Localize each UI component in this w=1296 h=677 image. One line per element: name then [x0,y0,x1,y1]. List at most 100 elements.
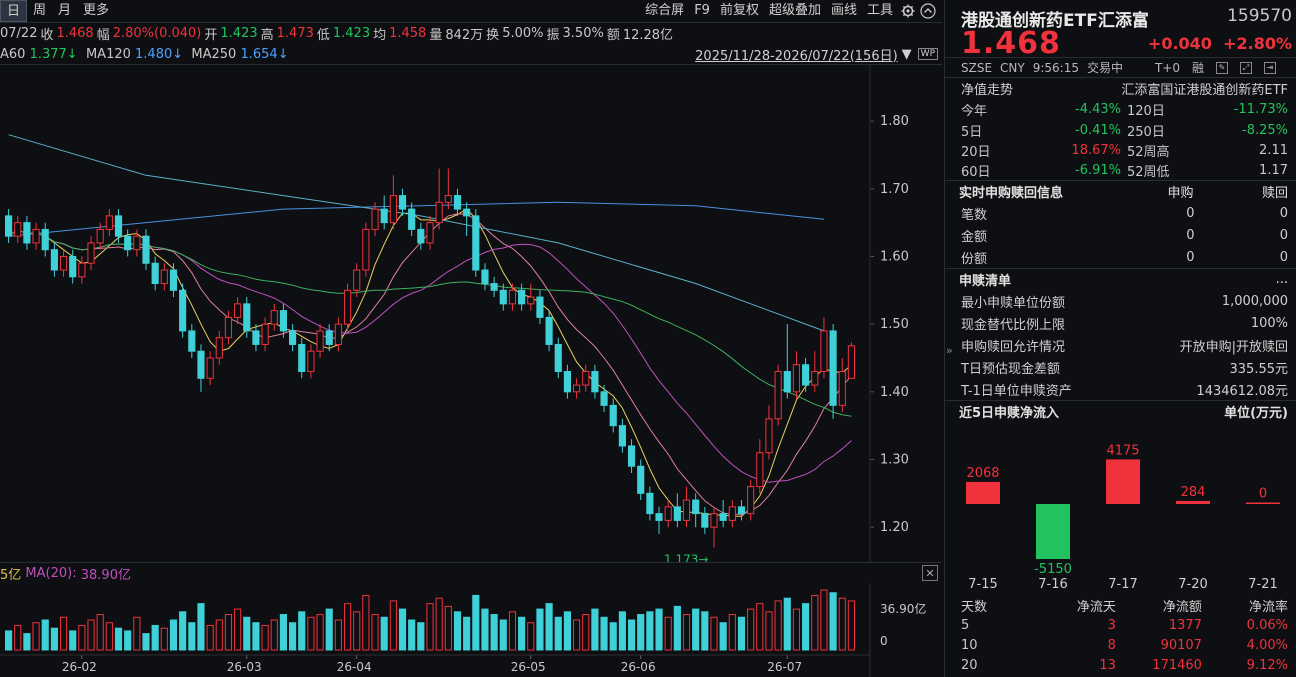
volume-bar [59,616,68,651]
swing-value: 3.50% [562,26,604,41]
y-tick-label: 1.60 [880,249,909,264]
candle [682,486,691,528]
pen-icon[interactable]: ✎ [1216,61,1228,74]
volume-bar [124,630,132,651]
expand-icon[interactable]: ⤢ [1240,61,1252,74]
perf-label: 250日 [1127,124,1165,140]
ft-cell: 10 [961,637,978,653]
perf-row: 60日 -6.91% 52周低 1.17 [945,160,1296,180]
chevron-up-icon[interactable] [918,1,938,21]
f9-button[interactable]: F9 [694,3,710,18]
candle [710,506,718,548]
composite-screen-button[interactable]: 综合屏 [645,3,685,18]
candle [692,493,700,528]
candle [23,215,31,250]
candle [627,439,636,474]
volume-bar [69,630,77,651]
candle [481,263,489,291]
volume-bar [224,614,233,651]
flow-bar-label: -5150 [1034,562,1072,577]
volume-bar [783,597,791,651]
currency: CNY [1000,60,1025,75]
nav-header[interactable]: 净值走势 汇添富国证港股通创新药ETF [945,78,1296,98]
list-value: 1,000,000 [1221,293,1288,309]
perf-label: 5日 [961,124,983,140]
overlay-button[interactable]: 超级叠加 [768,3,821,18]
candle [518,283,526,311]
volume-bar [96,614,104,651]
realtime-label: 份额 [961,251,988,267]
flow-title: 近5日申赎净流入 [959,406,1060,421]
candle [179,283,187,338]
candle [14,215,22,243]
candle [234,297,242,325]
candle [279,303,288,338]
period-month-button[interactable]: 月 [58,3,72,18]
volume-bar [847,600,855,651]
candle [463,202,471,237]
volume-bar [536,608,544,651]
volume-bar [215,619,223,651]
realtime-sub: 0 [1186,205,1195,221]
candle [554,337,562,379]
flow-bar-label: 0 [1259,487,1267,502]
period-day-button[interactable]: 日 [0,0,28,22]
flow-bar-label: 4175 [1106,443,1139,458]
candle [563,364,571,399]
volume-bar [114,627,123,651]
period-week-button[interactable]: 周 [33,3,47,18]
ft-cell: 5 [961,617,970,633]
list-section: 申赎清单 ... 最小申赎单位份额 1,000,000 现金替代比例上限 100% … [945,268,1296,400]
candle [362,222,370,277]
volume-chart[interactable]: 36.90亿 0 26-02 26-03 26-04 26-05 26-06 26-07 [0,583,942,677]
adjust-button[interactable]: 前复权 [719,3,759,18]
price-change: +0.040 +2.80% [1148,34,1292,53]
realtime-red: 0 [1279,205,1288,221]
more-periods-button[interactable]: 更多 [83,3,110,18]
realtime-red: 0 [1279,227,1288,243]
wp-icon[interactable]: WP [917,48,938,60]
candle [398,188,407,216]
flow-bar [1106,459,1140,504]
perf-row: 今年 -4.43% 120日 -11.73% [945,98,1296,120]
collapse-arrow-icon[interactable]: » [946,344,953,357]
gear-icon[interactable] [898,1,918,21]
volume-bar [747,608,755,651]
candle [380,195,388,230]
candle [215,330,223,365]
volume-bar [316,614,324,651]
candle [582,364,590,392]
list-label: 最小申赎单位份额 [961,295,1066,311]
volume-bar [820,589,828,651]
flow-table: 天数 净流天 净流额 净流率 5 3 1377 0.06% 10 8 90107… [945,595,1296,675]
tools-button[interactable]: 工具 [866,3,893,18]
amt-label: 额 [606,28,620,43]
perf-label: 今年 [961,103,988,119]
date-range[interactable]: 2025/11/28-2026/07/22(156日) ▼ WP [695,44,938,64]
list-more-button[interactable]: ... [1275,272,1288,287]
candle [105,209,113,237]
exit-icon[interactable]: ⇥ [1264,61,1276,74]
price-chart[interactable]: 1.80 1.70 1.60 1.50 1.40 1.30 1.20 1.173→ [0,64,942,566]
realtime-label: 笔数 [961,207,988,223]
flow-bar [1036,504,1070,559]
candle [197,344,205,392]
volume-bar [243,616,251,651]
volume-bar [5,630,13,651]
volume-bar [710,616,718,651]
high-label: 高 [260,28,274,43]
candle [206,351,214,386]
perf-value: 1.17 [1259,162,1288,178]
volume-bar [408,619,416,651]
ft-cell: 8 [1107,637,1116,653]
candle [600,385,608,413]
volume-bar [682,614,691,651]
candle [69,249,77,284]
volume-bar [307,616,315,651]
close-icon[interactable]: ✕ [922,565,938,581]
volume-bar [289,622,297,651]
volume-bar [179,611,187,651]
draw-button[interactable]: 画线 [830,3,857,18]
dropdown-arrow-icon[interactable]: ▼ [901,46,912,62]
